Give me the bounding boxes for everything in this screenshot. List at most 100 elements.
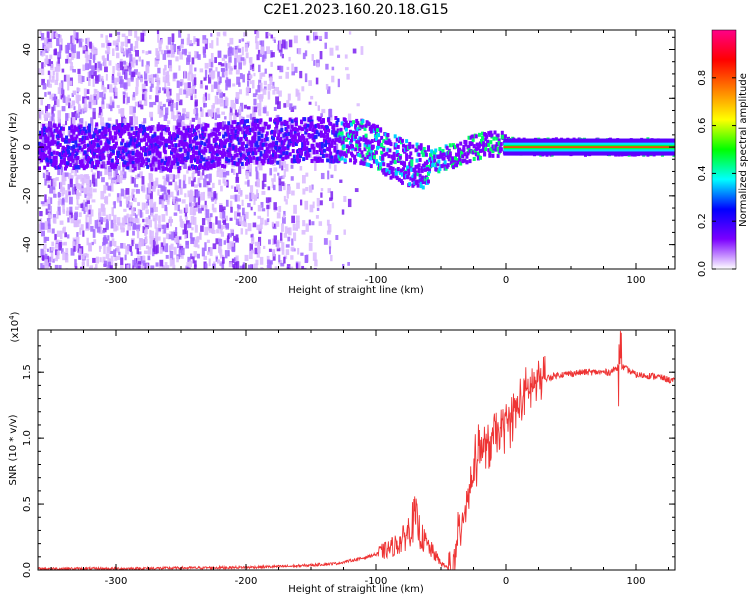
heat-cell xyxy=(392,151,396,156)
heat-cell xyxy=(463,158,467,163)
heat-cell xyxy=(396,152,400,157)
heat-cell xyxy=(80,174,83,182)
heat-cell xyxy=(157,227,161,232)
heat-cell xyxy=(280,123,283,131)
heat-cell xyxy=(239,265,243,269)
heat-cell xyxy=(187,190,192,198)
heat-cell xyxy=(77,123,80,128)
heat-cell xyxy=(162,76,165,83)
heat-cell xyxy=(249,121,252,130)
heat-cell xyxy=(215,152,219,157)
heat-cell xyxy=(343,229,346,235)
heat-cell xyxy=(354,123,358,128)
heat-cell xyxy=(86,143,90,148)
heat-cell xyxy=(182,108,187,113)
heat-cell xyxy=(54,264,59,269)
heat-cell xyxy=(319,200,323,206)
heat-cell xyxy=(54,159,58,164)
heat-cell xyxy=(300,252,304,256)
heat-cell xyxy=(225,223,230,230)
heat-cell xyxy=(129,133,133,138)
heat-cell xyxy=(482,147,486,152)
heat-cell xyxy=(101,101,105,110)
heat-cell xyxy=(312,150,316,155)
figure-title: C2E1.2023.160.20.18.G15 xyxy=(263,2,448,18)
heat-cell xyxy=(212,182,215,189)
heat-cell xyxy=(74,32,78,40)
heat-cell xyxy=(268,239,271,245)
heat-cell xyxy=(69,153,73,158)
heat-cell xyxy=(145,64,149,71)
heat-cell xyxy=(170,103,174,112)
heat-cell xyxy=(204,226,209,236)
heat-cell xyxy=(195,145,199,150)
heat-cell xyxy=(286,190,289,199)
heat-cell xyxy=(309,204,314,213)
heat-cell xyxy=(146,126,150,131)
heat-cell xyxy=(105,35,108,43)
heat-cell xyxy=(196,38,200,47)
heat-cell xyxy=(69,66,74,71)
heat-cell xyxy=(425,167,429,172)
heat-cell xyxy=(145,245,150,250)
heat-cell xyxy=(189,128,193,133)
heat-cell xyxy=(409,151,413,156)
heat-cell xyxy=(62,172,67,178)
heat-cell xyxy=(76,190,79,196)
heat-cell xyxy=(175,56,179,62)
heat-cell xyxy=(331,138,335,143)
heat-cell xyxy=(306,123,310,128)
heat-cell xyxy=(207,156,210,161)
heat-cell xyxy=(187,222,192,229)
heat-cell xyxy=(45,140,49,148)
heat-cell xyxy=(296,215,300,223)
heat-cell xyxy=(115,63,119,71)
heat-cell xyxy=(244,43,248,52)
heat-cell xyxy=(43,140,47,146)
heat-cell xyxy=(58,265,62,269)
heat-cell xyxy=(166,265,170,269)
heat-cell xyxy=(163,160,167,165)
heat-cell xyxy=(220,140,223,145)
heat-cell xyxy=(239,152,243,157)
heat-cell xyxy=(78,118,81,125)
heat-cell xyxy=(256,156,260,161)
heat-cell xyxy=(74,165,78,170)
heat-cell xyxy=(142,184,146,193)
heat-cell xyxy=(78,109,82,115)
heat-cell xyxy=(110,158,114,163)
heat-cell xyxy=(57,57,61,66)
heat-cell xyxy=(456,143,460,148)
heat-cell xyxy=(90,158,93,163)
heat-cell xyxy=(121,171,125,175)
heat-cell xyxy=(245,228,248,235)
heat-cell xyxy=(340,150,344,155)
heat-cell xyxy=(121,138,125,143)
heat-cell xyxy=(191,117,196,122)
heat-cell xyxy=(204,156,207,161)
heat-cell xyxy=(58,143,62,148)
heat-cell xyxy=(146,263,149,269)
heat-cell xyxy=(233,235,236,241)
heat-cell xyxy=(164,262,168,267)
heat-cell xyxy=(203,142,208,150)
heat-cell xyxy=(231,258,236,263)
heat-cell xyxy=(101,134,105,139)
heat-cell xyxy=(269,168,273,176)
heat-cell xyxy=(128,30,133,37)
heat-cell xyxy=(68,126,72,131)
heat-cell xyxy=(56,251,60,260)
heat-cell xyxy=(133,263,138,269)
heat-cell xyxy=(76,148,80,153)
heat-cell xyxy=(236,137,240,142)
heat-cell xyxy=(303,146,307,151)
heat-cell xyxy=(209,132,213,137)
heat-cell xyxy=(125,188,130,195)
heat-cell xyxy=(392,157,396,162)
heat-cell xyxy=(92,134,96,139)
heat-cell xyxy=(46,178,50,184)
heat-cell xyxy=(278,183,283,192)
heat-cell xyxy=(159,133,163,138)
heat-cell xyxy=(207,191,212,199)
heat-cell xyxy=(78,103,81,112)
